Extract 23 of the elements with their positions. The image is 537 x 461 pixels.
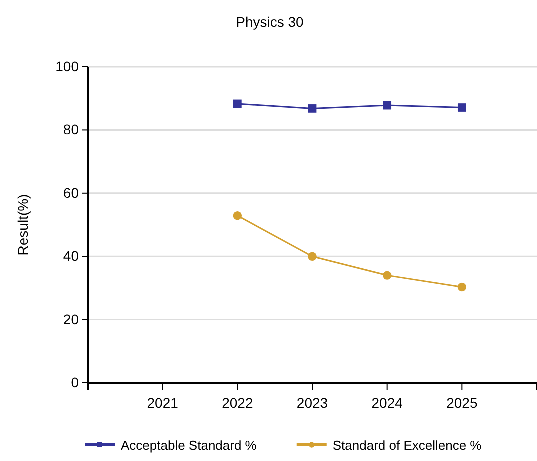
point	[308, 104, 317, 113]
legend-label: Standard of Excellence %	[332, 438, 482, 453]
y-tick-label: 40	[63, 248, 80, 264]
point	[308, 252, 317, 261]
point	[458, 282, 467, 292]
y-tick-label: 80	[63, 122, 80, 138]
x-tick-label: 2023	[296, 394, 328, 411]
x-tick-label: 2022	[222, 394, 254, 411]
point	[383, 101, 392, 110]
y-tick-label: 20	[63, 311, 80, 328]
y-tick-label: 0	[71, 374, 80, 390]
point	[233, 100, 242, 108]
y-tick-label: 100	[56, 58, 80, 74]
y-axis-title: Result(%)	[15, 194, 31, 256]
x-tick-label: 2021	[147, 394, 179, 411]
x-tick-label: 2024	[372, 394, 404, 411]
point	[382, 271, 392, 280]
y-tick-label: 60	[63, 184, 80, 201]
legend-label: Acceptable Standard %	[121, 438, 258, 453]
point	[458, 104, 466, 112]
point	[233, 211, 242, 220]
chart-title: Physics 30	[236, 14, 304, 30]
x-tick-label: 2025	[446, 394, 478, 411]
